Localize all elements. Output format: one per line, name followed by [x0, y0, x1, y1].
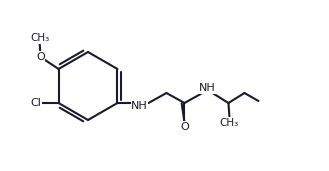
- Text: NH: NH: [131, 101, 148, 111]
- Text: Cl: Cl: [30, 98, 41, 108]
- Text: O: O: [36, 52, 45, 62]
- Text: O: O: [180, 122, 189, 132]
- Text: NH: NH: [199, 83, 216, 93]
- Text: CH₃: CH₃: [30, 33, 49, 43]
- Text: CH₃: CH₃: [220, 118, 239, 128]
